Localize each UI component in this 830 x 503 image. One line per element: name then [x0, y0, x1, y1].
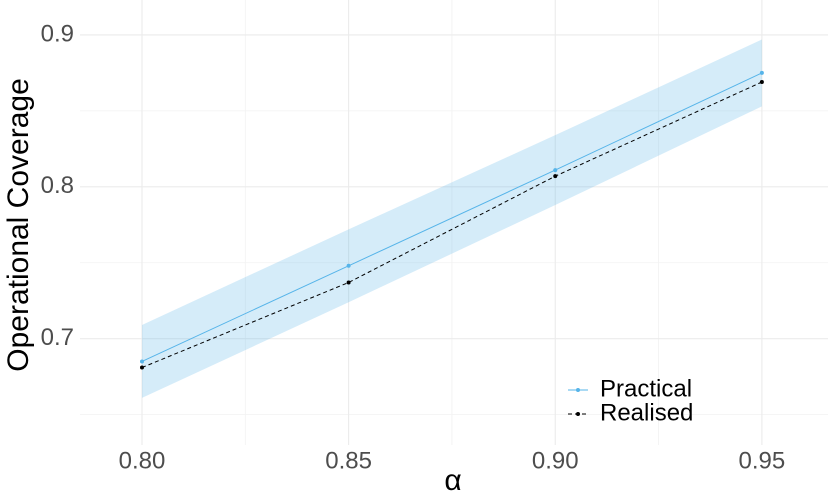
point — [553, 174, 558, 179]
legend-symbol — [576, 412, 580, 416]
y-tick-label: 0.7 — [41, 324, 74, 351]
point — [759, 80, 764, 85]
point — [759, 70, 764, 75]
legend-label: Realised — [600, 399, 693, 426]
y-tick-label: 0.8 — [41, 172, 74, 199]
confidence-band — [141, 39, 762, 398]
y-axis-label: Operational Coverage — [2, 78, 35, 372]
y-tick-label: 0.9 — [41, 20, 74, 47]
series-line — [141, 72, 763, 362]
point — [346, 280, 351, 285]
x-axis-label: α — [444, 464, 461, 497]
series-line — [141, 81, 763, 369]
point — [346, 263, 351, 268]
point — [139, 365, 144, 370]
legend-symbol — [576, 388, 580, 392]
point — [553, 168, 558, 173]
x-tick-label: 0.90 — [532, 447, 579, 474]
x-tick-label: 0.80 — [119, 447, 166, 474]
point — [139, 359, 144, 364]
legend-label: Practical — [600, 375, 692, 402]
x-tick-label: 0.95 — [739, 447, 786, 474]
x-tick-label: 0.85 — [325, 447, 372, 474]
